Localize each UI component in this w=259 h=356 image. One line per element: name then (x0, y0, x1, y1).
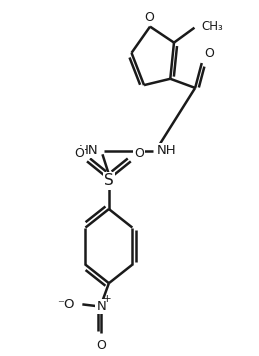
Text: N: N (96, 300, 106, 313)
Text: +: + (103, 294, 111, 304)
Text: O: O (134, 147, 144, 159)
Text: NH: NH (156, 144, 176, 157)
Text: ⁻O: ⁻O (57, 298, 75, 311)
Text: O: O (96, 339, 106, 352)
Text: HN: HN (79, 144, 99, 157)
Text: O: O (74, 147, 84, 159)
Text: S: S (104, 173, 114, 188)
Text: O: O (204, 47, 214, 60)
Text: CH₃: CH₃ (202, 20, 224, 33)
Text: O: O (144, 11, 154, 24)
